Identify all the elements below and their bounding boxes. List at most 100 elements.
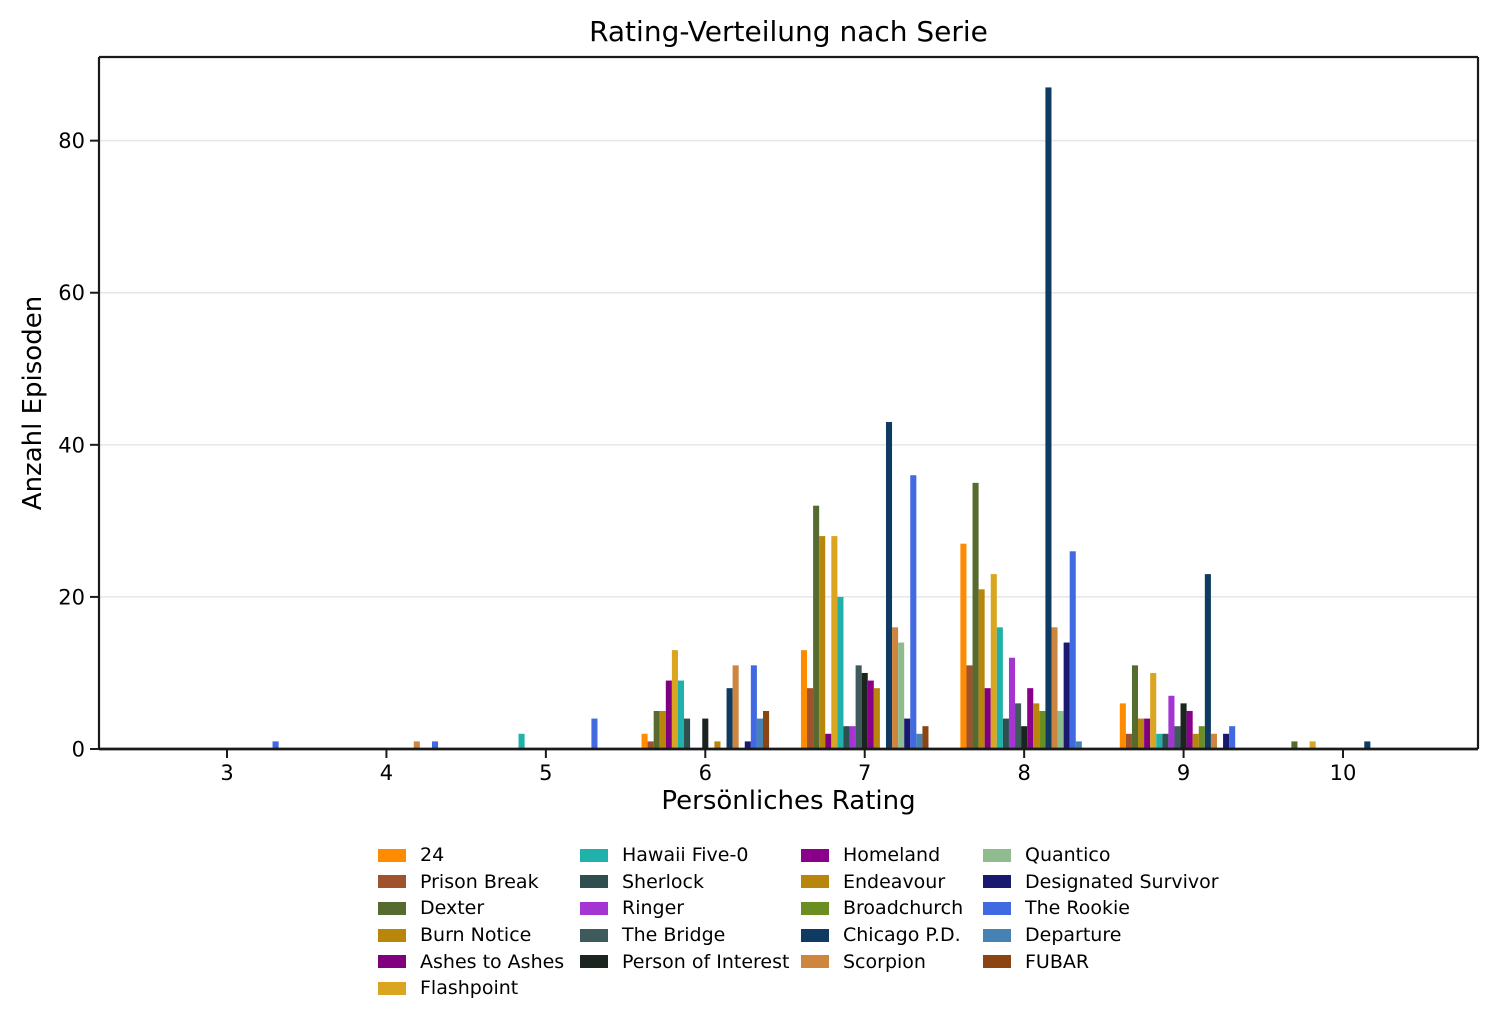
bar-ashes-to-ashes-rating-8 (984, 688, 991, 749)
bar-the-bridge-rating-8 (1015, 703, 1022, 749)
legend-swatch-quantico (983, 848, 1011, 862)
legend-label-the-bridge: The Bridge (622, 924, 726, 947)
x-tick-label-9: 9 (1177, 761, 1190, 785)
x-tick-label-3: 3 (220, 761, 233, 785)
chart-title: Rating-Verteilung nach Serie (589, 15, 988, 48)
legend-label-fubar: FUBAR (1025, 950, 1090, 973)
x-tick-label-10: 10 (1330, 761, 1357, 785)
bar-burn-notice-rating-8 (978, 589, 985, 749)
bar-flashpoint-rating-10 (1309, 741, 1316, 749)
legend-item-sherlock: Sherlock (580, 869, 789, 896)
legend-label-departure: Departure (1025, 924, 1122, 947)
legend-item-endeavour: Endeavour (801, 869, 963, 896)
bar-designated-survivor-rating-9 (1223, 733, 1230, 749)
legend-item-homeland: Homeland (801, 842, 963, 869)
x-tick-label-5: 5 (539, 761, 552, 785)
legend-label-flashpoint: Flashpoint (420, 977, 519, 1000)
legend-label-scorpion: Scorpion (843, 950, 926, 973)
legend-label-endeavour: Endeavour (843, 870, 946, 893)
legend-swatch-homeland (801, 848, 829, 862)
legend-label-person-of-interest: Person of Interest (622, 950, 790, 973)
bar-prison-break-rating-8 (966, 665, 973, 749)
bar-the-rookie-rating-3 (272, 741, 279, 749)
bar-chicago-p-d-rating-8 (1045, 87, 1052, 750)
bar-hawaii-five-0-rating-5 (518, 733, 525, 749)
bar-hawaii-five-0-rating-7 (837, 596, 844, 749)
bar-24-rating-7 (800, 650, 808, 749)
bar-designated-survivor-rating-7 (904, 718, 911, 749)
legend-item-burn-notice: Burn Notice (378, 922, 564, 949)
x-tick-label-6: 6 (699, 761, 712, 785)
legend-column-4: Quantico Designated Survivor The Rookie Dep… (983, 842, 1219, 975)
bar-broadchurch-rating-8 (1039, 710, 1046, 749)
bar-the-rookie-rating-6 (750, 665, 757, 749)
legend-label-homeland: Homeland (843, 844, 941, 867)
bar-endeavour-rating-8 (1033, 703, 1040, 749)
bar-sherlock-rating-9 (1162, 733, 1169, 749)
legend-item-departure: Departure (983, 922, 1219, 949)
bar-homeland-rating-9 (1186, 710, 1193, 749)
legend-swatch-designated-survivor (983, 875, 1011, 889)
legend-label-dexter: Dexter (420, 897, 485, 920)
bar-homeland-rating-7 (867, 680, 874, 749)
bar-scorpion-rating-8 (1051, 627, 1058, 749)
bar-chicago-p-d-rating-10 (1364, 741, 1371, 749)
bar-ashes-to-ashes-rating-6 (665, 680, 672, 749)
legend-swatch-the-bridge (580, 928, 608, 942)
legend-column-1: 24 Prison Break Dexter Burn Notice Ashes to … (378, 842, 564, 1002)
y-tick-label-60: 60 (58, 281, 85, 305)
legend-swatch-24 (378, 848, 406, 862)
legend-item-scorpion: Scorpion (801, 948, 963, 975)
legend-swatch-the-rookie (983, 901, 1011, 915)
y-tick-label-40: 40 (58, 433, 85, 457)
bar-broadchurch-rating-9 (1198, 726, 1205, 749)
legend-item-the-rookie: The Rookie (983, 895, 1219, 922)
bar-designated-survivor-rating-8 (1063, 642, 1070, 749)
bar-burn-notice-rating-9 (1138, 718, 1145, 749)
bar-quantico-rating-7 (898, 642, 905, 749)
bar-dexter-rating-7 (813, 505, 820, 749)
bar-the-rookie-rating-5 (591, 718, 598, 749)
legend-item-ringer: Ringer (580, 895, 789, 922)
bar-endeavour-rating-7 (873, 688, 880, 749)
bar-flashpoint-rating-6 (671, 650, 678, 749)
legend-item-flashpoint: Flashpoint (378, 975, 564, 1002)
bar-departure-rating-8 (1075, 741, 1082, 749)
bar-the-rookie-rating-9 (1229, 726, 1236, 749)
legend-item-dexter: Dexter (378, 895, 564, 922)
y-tick-label-80: 80 (58, 129, 85, 153)
bar-burn-notice-rating-7 (819, 536, 826, 749)
x-tick-label-4: 4 (380, 761, 393, 785)
legend-item-prison-break: Prison Break (378, 869, 564, 896)
legend-item-ashes-to-ashes: Ashes to Ashes (378, 948, 564, 975)
bar-homeland-rating-8 (1027, 688, 1034, 749)
legend-label-burn-notice: Burn Notice (420, 924, 532, 947)
legend-label-sherlock: Sherlock (622, 870, 704, 893)
legend: 24 Prison Break Dexter Burn Notice Ashes to … (0, 842, 1500, 1012)
bar-person-of-interest-rating-6 (702, 718, 709, 749)
bar-the-bridge-rating-7 (855, 665, 862, 749)
legend-swatch-departure (983, 928, 1011, 942)
bar-the-bridge-rating-9 (1174, 726, 1181, 749)
bar-scorpion-rating-6 (732, 665, 739, 749)
bar-sherlock-rating-7 (843, 726, 850, 749)
legend-swatch-scorpion (801, 955, 829, 969)
bar-quantico-rating-8 (1057, 710, 1064, 749)
x-tick-label-8: 8 (1017, 761, 1030, 785)
legend-label-broadchurch: Broadchurch (843, 897, 964, 920)
legend-label-the-rookie: The Rookie (1025, 897, 1130, 920)
y-axis-label: Anzahl Episoden (18, 295, 48, 511)
bar-scorpion-rating-4 (413, 741, 420, 749)
bar-chicago-p-d-rating-9 (1204, 574, 1211, 749)
legend-swatch-prison-break (378, 875, 406, 889)
legend-swatch-dexter (378, 901, 406, 915)
bar-endeavour-rating-6 (714, 741, 721, 749)
x-tick-label-7: 7 (858, 761, 871, 785)
bar-dexter-rating-9 (1131, 665, 1139, 749)
bar-ashes-to-ashes-rating-9 (1144, 718, 1151, 749)
bar-person-of-interest-rating-9 (1180, 703, 1187, 749)
bar-person-of-interest-rating-8 (1021, 726, 1028, 749)
bar-ringer-rating-9 (1168, 695, 1175, 749)
